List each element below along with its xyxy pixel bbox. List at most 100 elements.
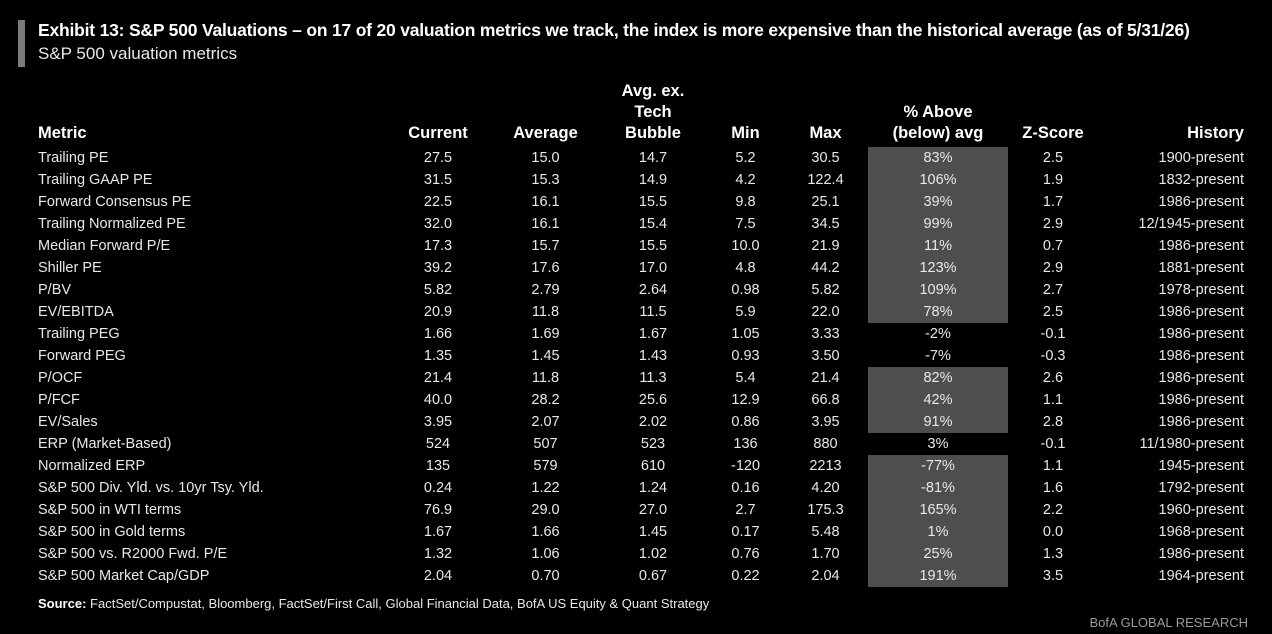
cell-max: 30.5 <box>811 150 840 166</box>
table-row: Trailing Normalized PE 32.0 16.1 15.4 7.5 34.… <box>38 213 1248 235</box>
cell-pct-above-avg: 83% <box>868 147 1008 169</box>
cell-z-score: 2.2 <box>1042 502 1064 518</box>
cell-history: 1964-present <box>1158 568 1244 584</box>
cell-z-score: 1.1 <box>1042 458 1064 474</box>
cell-min: 5.2 <box>735 150 756 166</box>
cell-z-score: 3.5 <box>1042 568 1064 584</box>
cell-average: 16.1 <box>531 216 560 232</box>
cell-avg-ex-tech-bubble: 2.64 <box>638 282 668 298</box>
cell-max: 34.5 <box>811 216 840 232</box>
cell-min: 1.05 <box>731 326 760 342</box>
header-min: Min <box>731 124 760 142</box>
cell-min: 4.2 <box>735 172 756 188</box>
cell-pct-above-avg: 109% <box>868 279 1008 301</box>
cell-history: 1968-present <box>1158 524 1244 540</box>
cell-pct-above-avg: 191% <box>868 565 1008 587</box>
table-row: S&P 500 Div. Yld. vs. 10yr Tsy. Yld. 0.24… <box>38 477 1248 499</box>
cell-average: 15.0 <box>531 150 560 166</box>
cell-metric: S&P 500 Market Cap/GDP <box>38 568 210 584</box>
cell-max: 2213 <box>809 458 842 474</box>
cell-history: 1986-present <box>1158 326 1244 342</box>
cell-pct-above-avg: 165% <box>868 499 1008 521</box>
table-row: Forward Consensus PE 22.5 16.1 15.5 9.8 25.1 3… <box>38 191 1248 213</box>
header-current: Current <box>408 124 468 142</box>
cell-min: 4.8 <box>735 260 756 276</box>
cell-avg-ex-tech-bubble: 1.43 <box>638 348 668 364</box>
cell-current: 1.35 <box>423 348 453 364</box>
table-row: P/OCF 21.4 11.8 11.3 5.4 21.4 82% 2.6 1986-prese… <box>38 367 1248 389</box>
cell-current: 17.3 <box>423 238 453 254</box>
cell-metric: Trailing PE <box>38 150 109 166</box>
cell-metric: S&P 500 in WTI terms <box>38 502 182 518</box>
cell-history: 1960-present <box>1158 502 1244 518</box>
cell-history: 1945-present <box>1158 458 1244 474</box>
cell-z-score: -0.1 <box>1040 436 1066 452</box>
cell-avg-ex-tech-bubble: 14.9 <box>638 172 668 188</box>
cell-average: 15.3 <box>531 172 560 188</box>
cell-avg-ex-tech-bubble: 11.3 <box>639 370 667 386</box>
cell-current: 3.95 <box>423 414 453 430</box>
header-metric: Metric <box>38 124 87 142</box>
cell-max: 5.82 <box>811 282 840 298</box>
cell-z-score: 2.5 <box>1042 150 1064 166</box>
cell-average: 1.69 <box>531 326 560 342</box>
cell-average: 2.79 <box>531 282 560 298</box>
cell-avg-ex-tech-bubble: 523 <box>640 436 666 452</box>
cell-pct-above-avg: 99% <box>868 213 1008 235</box>
cell-max: 21.9 <box>811 238 840 254</box>
cell-min: 0.76 <box>731 546 760 562</box>
cell-avg-ex-tech-bubble: 14.7 <box>638 150 668 166</box>
cell-max: 25.1 <box>811 194 840 210</box>
cell-z-score: 2.6 <box>1042 370 1064 386</box>
table-row: Trailing GAAP PE 31.5 15.3 14.9 4.2 122.4 106%… <box>38 169 1248 191</box>
cell-avg-ex-tech-bubble: 27.0 <box>638 502 668 518</box>
cell-min: 0.16 <box>731 480 760 496</box>
cell-avg-ex-tech-bubble: 1.67 <box>638 326 668 342</box>
cell-average: 28.2 <box>531 392 560 408</box>
cell-z-score: -0.3 <box>1040 348 1066 364</box>
cell-average: 29.0 <box>531 502 560 518</box>
cell-min: 2.7 <box>735 502 756 518</box>
cell-metric: Forward Consensus PE <box>38 194 192 210</box>
cell-avg-ex-tech-bubble: 15.5 <box>638 238 668 254</box>
cell-metric: Trailing GAAP PE <box>38 172 153 188</box>
cell-history: 1986-present <box>1158 370 1244 386</box>
cell-max: 122.4 <box>807 172 844 188</box>
table-header-row: Metric Current Average Avg. ex. Tech Bub… <box>38 81 1248 147</box>
cell-current: 22.5 <box>423 194 453 210</box>
cell-min: 5.9 <box>735 304 756 320</box>
cell-average: 11.8 <box>531 304 560 320</box>
table-row: Normalized ERP 135 579 610 -120 2213 -77% 1.1 19… <box>38 455 1248 477</box>
cell-max: 175.3 <box>807 502 844 518</box>
table-row: Trailing PEG 1.66 1.69 1.67 1.05 3.33 -2% -0.1 1… <box>38 323 1248 345</box>
cell-max: 21.4 <box>811 370 840 386</box>
cell-z-score: 2.7 <box>1042 282 1064 298</box>
cell-pct-above-avg: 106% <box>868 169 1008 191</box>
cell-history: 11/1980-present <box>1139 436 1244 452</box>
cell-avg-ex-tech-bubble: 11.5 <box>639 304 667 320</box>
cell-pct-above-avg: 42% <box>868 389 1008 411</box>
cell-max: 66.8 <box>811 392 840 408</box>
cell-metric: P/OCF <box>38 370 83 386</box>
cell-pct-above-avg: 25% <box>868 543 1008 565</box>
cell-z-score: 0.0 <box>1042 524 1064 540</box>
cell-z-score: 1.1 <box>1042 392 1064 408</box>
header-average: Average <box>513 124 578 142</box>
cell-metric: Trailing PEG <box>38 326 120 342</box>
cell-z-score: 1.3 <box>1042 546 1064 562</box>
cell-max: 3.95 <box>811 414 840 430</box>
cell-pct-above-avg: 91% <box>868 411 1008 433</box>
cell-avg-ex-tech-bubble: 25.6 <box>638 392 668 408</box>
cell-average: 1.06 <box>531 546 560 562</box>
cell-max: 880 <box>813 436 838 452</box>
cell-current: 5.82 <box>423 282 453 298</box>
cell-pct-above-avg: -7% <box>925 348 951 364</box>
table-row: Median Forward P/E 17.3 15.7 15.5 10.0 21.9 11… <box>38 235 1248 257</box>
cell-avg-ex-tech-bubble: 1.45 <box>638 524 668 540</box>
cell-pct-above-avg: -77% <box>868 455 1008 477</box>
cell-history: 1986-present <box>1158 546 1244 562</box>
cell-max: 3.33 <box>811 326 840 342</box>
cell-pct-above-avg: 78% <box>868 301 1008 323</box>
cell-history: 1792-present <box>1158 480 1244 496</box>
cell-history: 1986-present <box>1158 392 1244 408</box>
